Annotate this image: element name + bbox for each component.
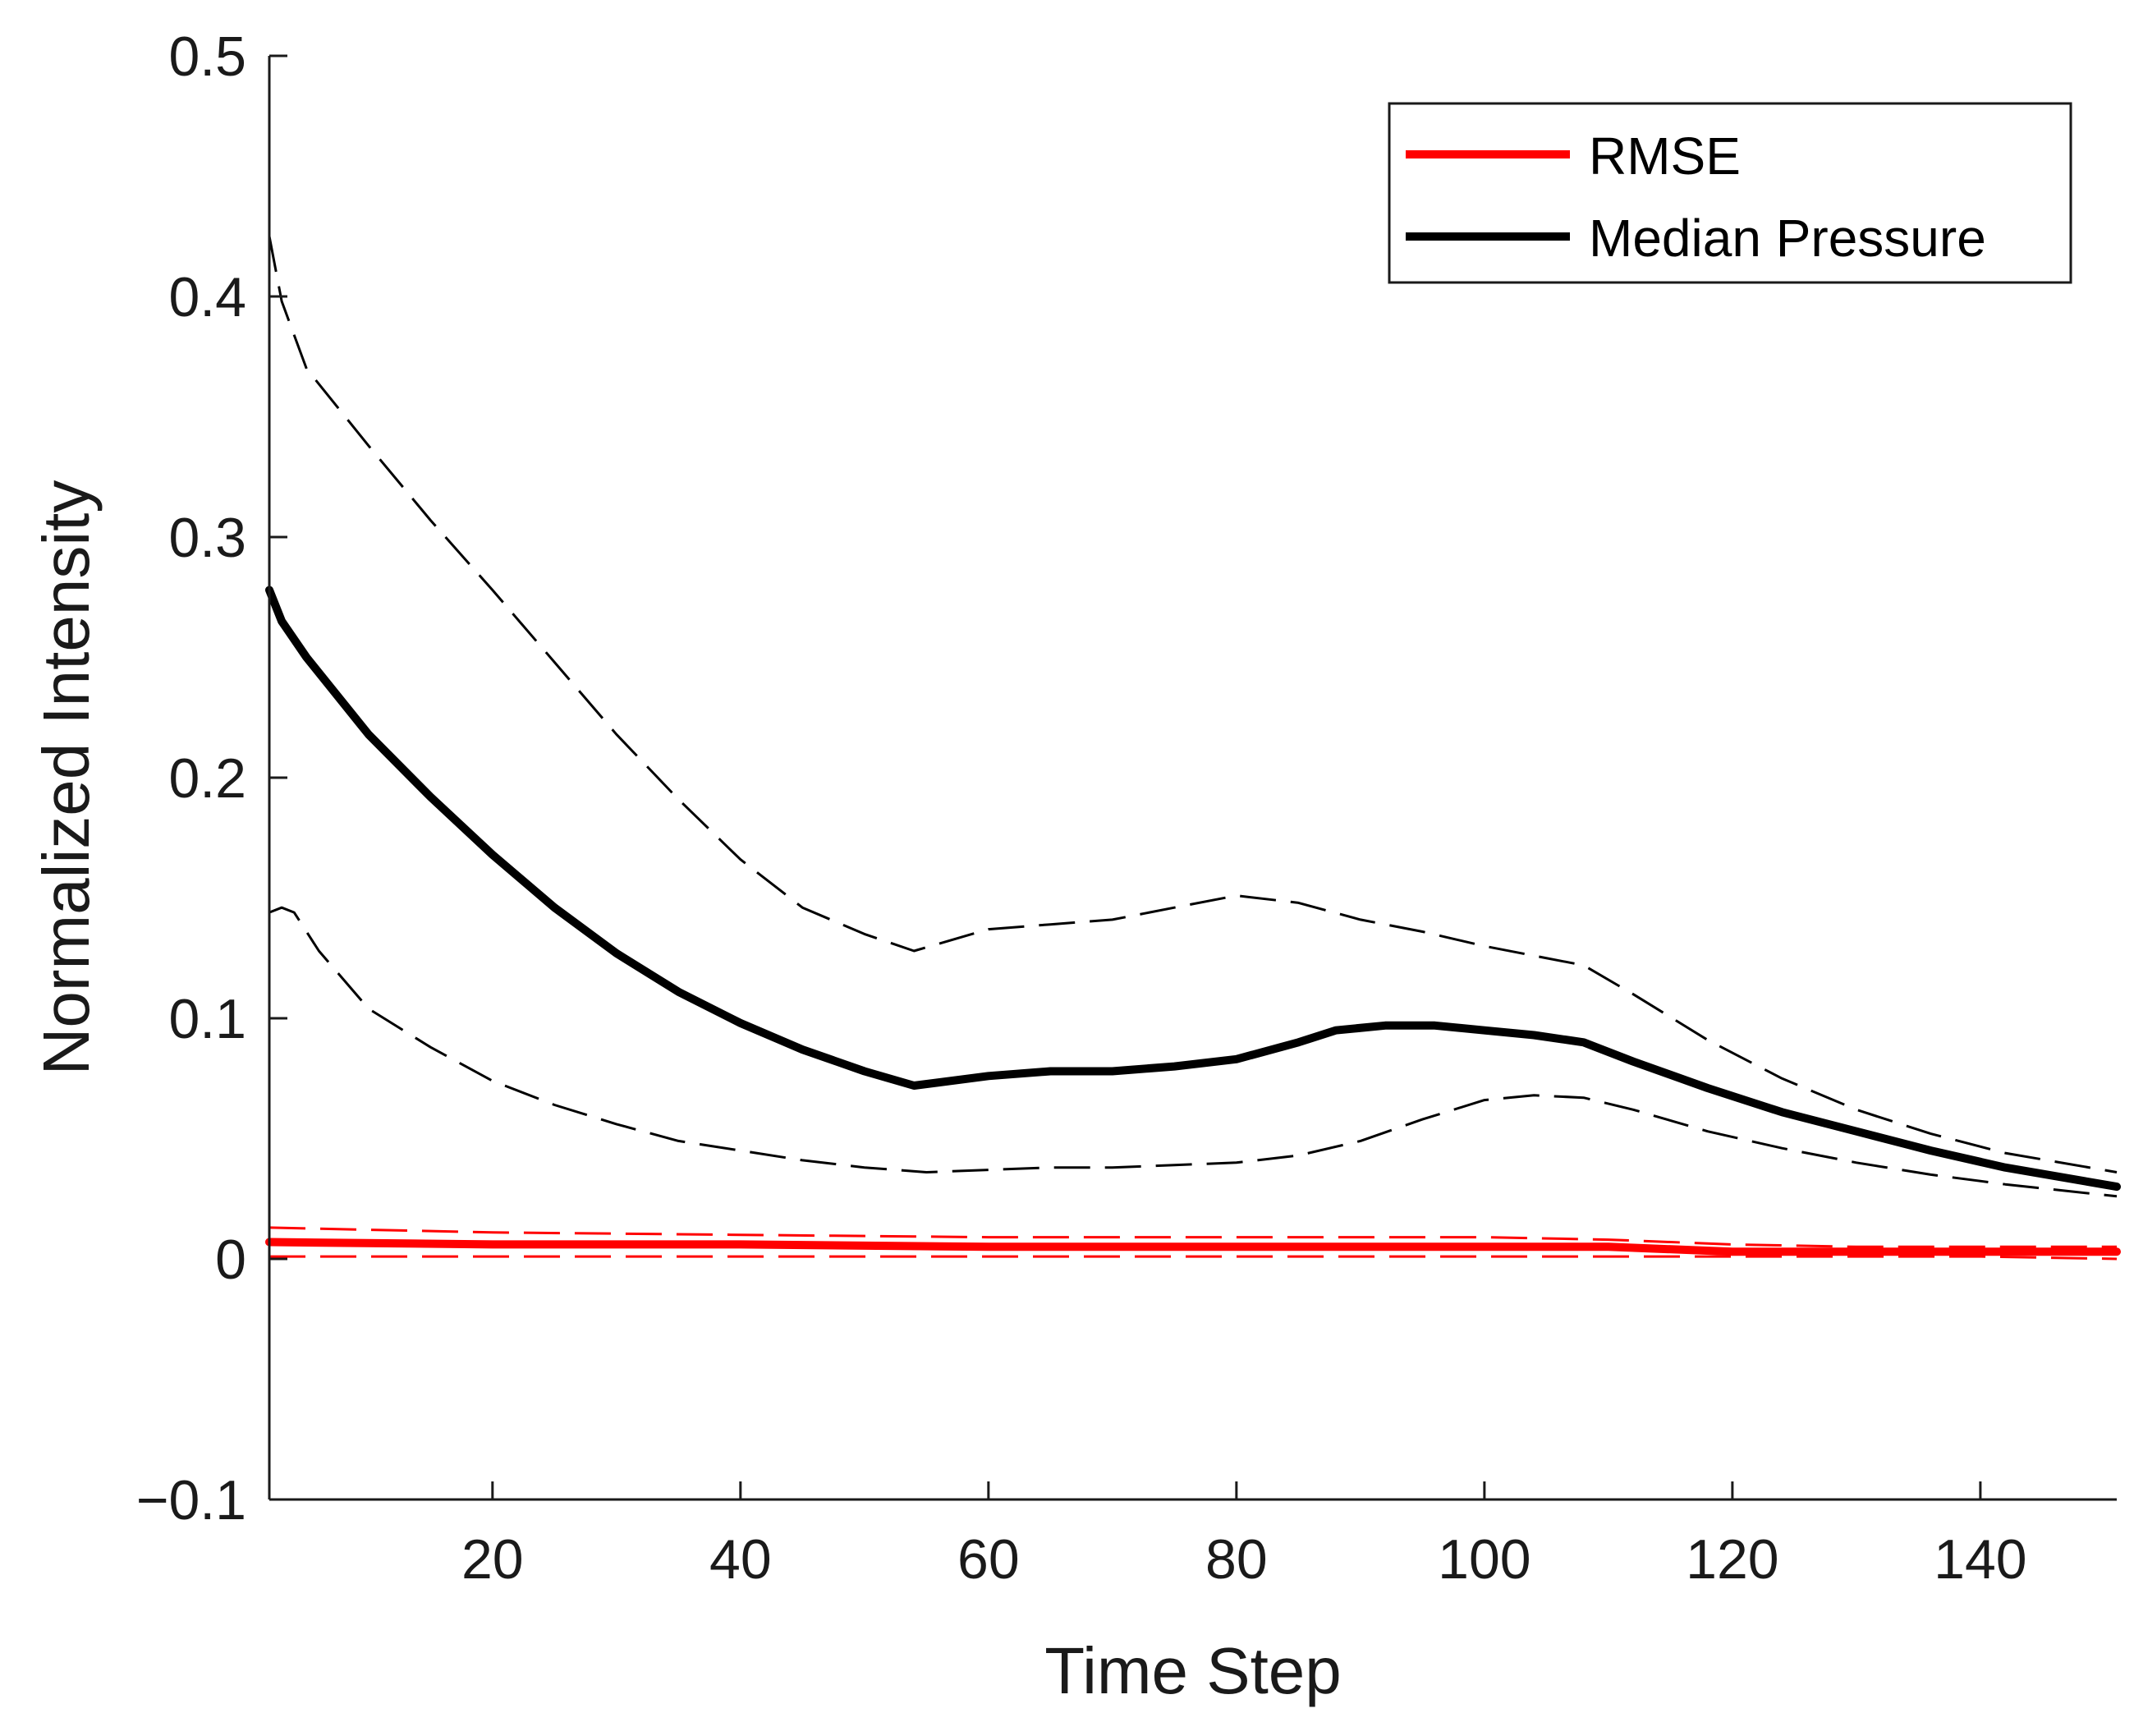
y-tick-label: −0.1 <box>136 1469 246 1532</box>
y-tick-label: 0.3 <box>168 507 246 569</box>
y-tick-label: 0 <box>215 1229 246 1291</box>
series-line-rmse-lower-bound <box>269 1255 2118 1261</box>
x-axis-title: Time Step <box>1044 1634 1342 1707</box>
legend-label-median-pressure: Median Pressure <box>1589 209 1986 268</box>
y-tick-label: 0.5 <box>168 25 246 88</box>
x-tick-label: 40 <box>709 1528 772 1591</box>
y-axis-title: Normalized Intensity <box>30 480 103 1076</box>
series-line-median-pressure <box>265 586 2121 1192</box>
legend-box <box>1388 102 2072 284</box>
y-tick-label: 0.4 <box>168 266 246 328</box>
legend: RMSE Median Pressure <box>1388 102 2072 284</box>
x-tick-label: 80 <box>1205 1528 1268 1591</box>
x-tick-label: 100 <box>1438 1528 1531 1591</box>
series-line-rmse <box>265 1238 2121 1256</box>
series-layer <box>265 236 2121 1261</box>
x-tick-label: 120 <box>1686 1528 1778 1591</box>
x-tick-label: 140 <box>1934 1528 2026 1591</box>
series-line-rmse-upper-bound <box>268 1226 2117 1248</box>
tick-layer: 20 40 60 80 100 120 140 −0.1 0 0.1 0.2 0.3 0.4 0.5 <box>136 25 2027 1591</box>
legend-label-rmse: RMSE <box>1589 126 1741 186</box>
y-tick-label: 0.1 <box>168 988 246 1050</box>
x-tick-label: 60 <box>957 1528 1020 1591</box>
series-line-median-pressure-upper-bound <box>268 236 2118 1173</box>
x-tick-label: 20 <box>461 1528 524 1591</box>
y-tick-label: 0.2 <box>168 747 246 810</box>
series-line-median-pressure-lower-bound <box>268 906 2118 1198</box>
